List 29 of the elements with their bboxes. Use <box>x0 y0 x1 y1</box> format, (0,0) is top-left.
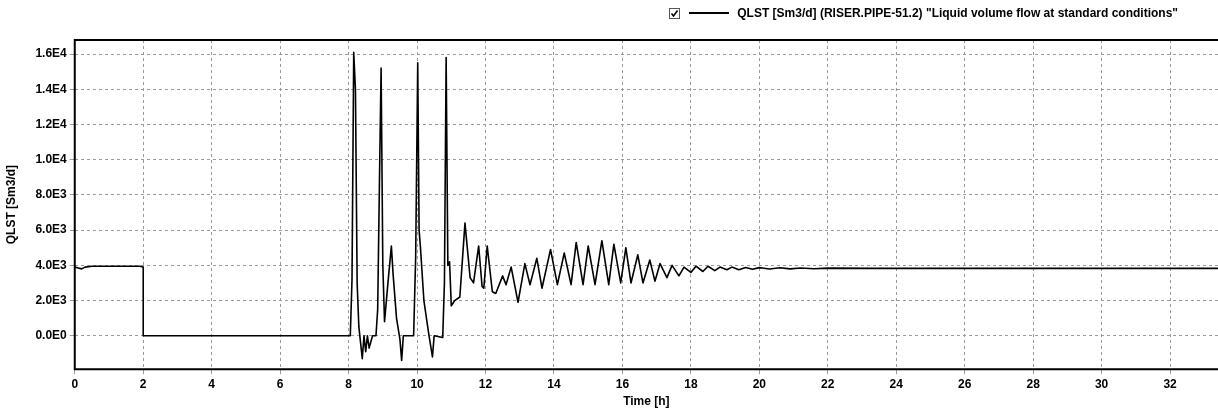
y-tick-label: 1.6E4 <box>35 46 68 61</box>
y-tick-label: 4.0E3 <box>35 257 68 272</box>
x-tick-label: 26 <box>958 376 972 391</box>
y-axis-title: QLST [Sm3/d] <box>3 164 18 245</box>
x-tick-label: 20 <box>752 376 767 391</box>
legend-label: QLST [Sm3/d] (RISER.PIPE-51.2) "Liquid volume flow at standard conditions" <box>737 6 1178 20</box>
y-tick-label: 1.4E4 <box>35 81 68 96</box>
x-tick-label: 12 <box>478 376 493 391</box>
y-tick-label: 2.0E3 <box>35 292 68 307</box>
x-tick-label: 0 <box>71 376 79 391</box>
x-tick-label: 24 <box>889 376 904 391</box>
x-tick-label: 6 <box>276 376 284 391</box>
x-tick-label: 22 <box>821 376 835 391</box>
x-tick-label: 10 <box>410 376 425 391</box>
x-tick-label: 8 <box>345 376 353 391</box>
x-tick-label: 4 <box>208 376 216 391</box>
y-tick-label: 6.0E3 <box>35 222 68 237</box>
x-tick-label: 16 <box>615 376 630 391</box>
x-tick-label: 32 <box>1163 376 1178 391</box>
x-tick-label: 2 <box>139 376 147 391</box>
y-tick-label: 8.0E3 <box>35 187 68 202</box>
x-tick-label: 30 <box>1094 376 1109 391</box>
y-tick-label: 0.0E0 <box>35 328 68 343</box>
x-tick-label: 18 <box>684 376 698 391</box>
x-axis-title: Time [h] <box>623 394 670 409</box>
x-tick-label: 14 <box>547 376 561 391</box>
y-tick-label: 1.0E4 <box>35 152 68 167</box>
y-tick-label: 1.2E4 <box>35 116 68 131</box>
x-tick-label: 28 <box>1026 376 1041 391</box>
